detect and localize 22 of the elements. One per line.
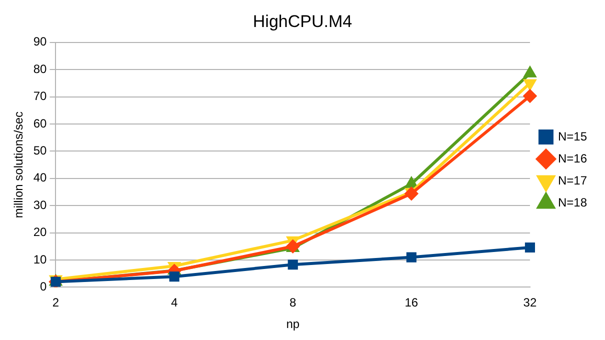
y-tick-label: 0 <box>40 280 48 294</box>
y-tick-label: 70 <box>33 89 48 104</box>
legend-label: N=18 <box>558 195 588 210</box>
y-axis-title: million solutions/sec <box>12 111 26 218</box>
x-tick-label: 4 <box>170 296 178 310</box>
y-tick-label: 30 <box>33 198 48 212</box>
x-tick-label: 2 <box>52 296 60 310</box>
legend-label: N=17 <box>558 173 588 188</box>
y-tick-label: 80 <box>33 62 48 76</box>
x-axis-title: np <box>286 317 300 332</box>
y-tick-label: 50 <box>33 144 48 158</box>
y-tick-label: 20 <box>33 225 48 240</box>
y-tick-label: 60 <box>33 116 48 130</box>
y-tick-label: 40 <box>33 170 48 185</box>
legend-label: N=16 <box>558 151 588 166</box>
x-tick-label: 16 <box>404 296 418 310</box>
y-tick-label: 90 <box>33 34 48 49</box>
y-tick-label: 10 <box>33 252 48 266</box>
x-tick-label: 8 <box>290 296 297 310</box>
x-tick-label: 32 <box>523 296 537 310</box>
chart-title: HighCPU.M4 <box>252 12 352 31</box>
legend-label: N=15 <box>558 129 588 144</box>
